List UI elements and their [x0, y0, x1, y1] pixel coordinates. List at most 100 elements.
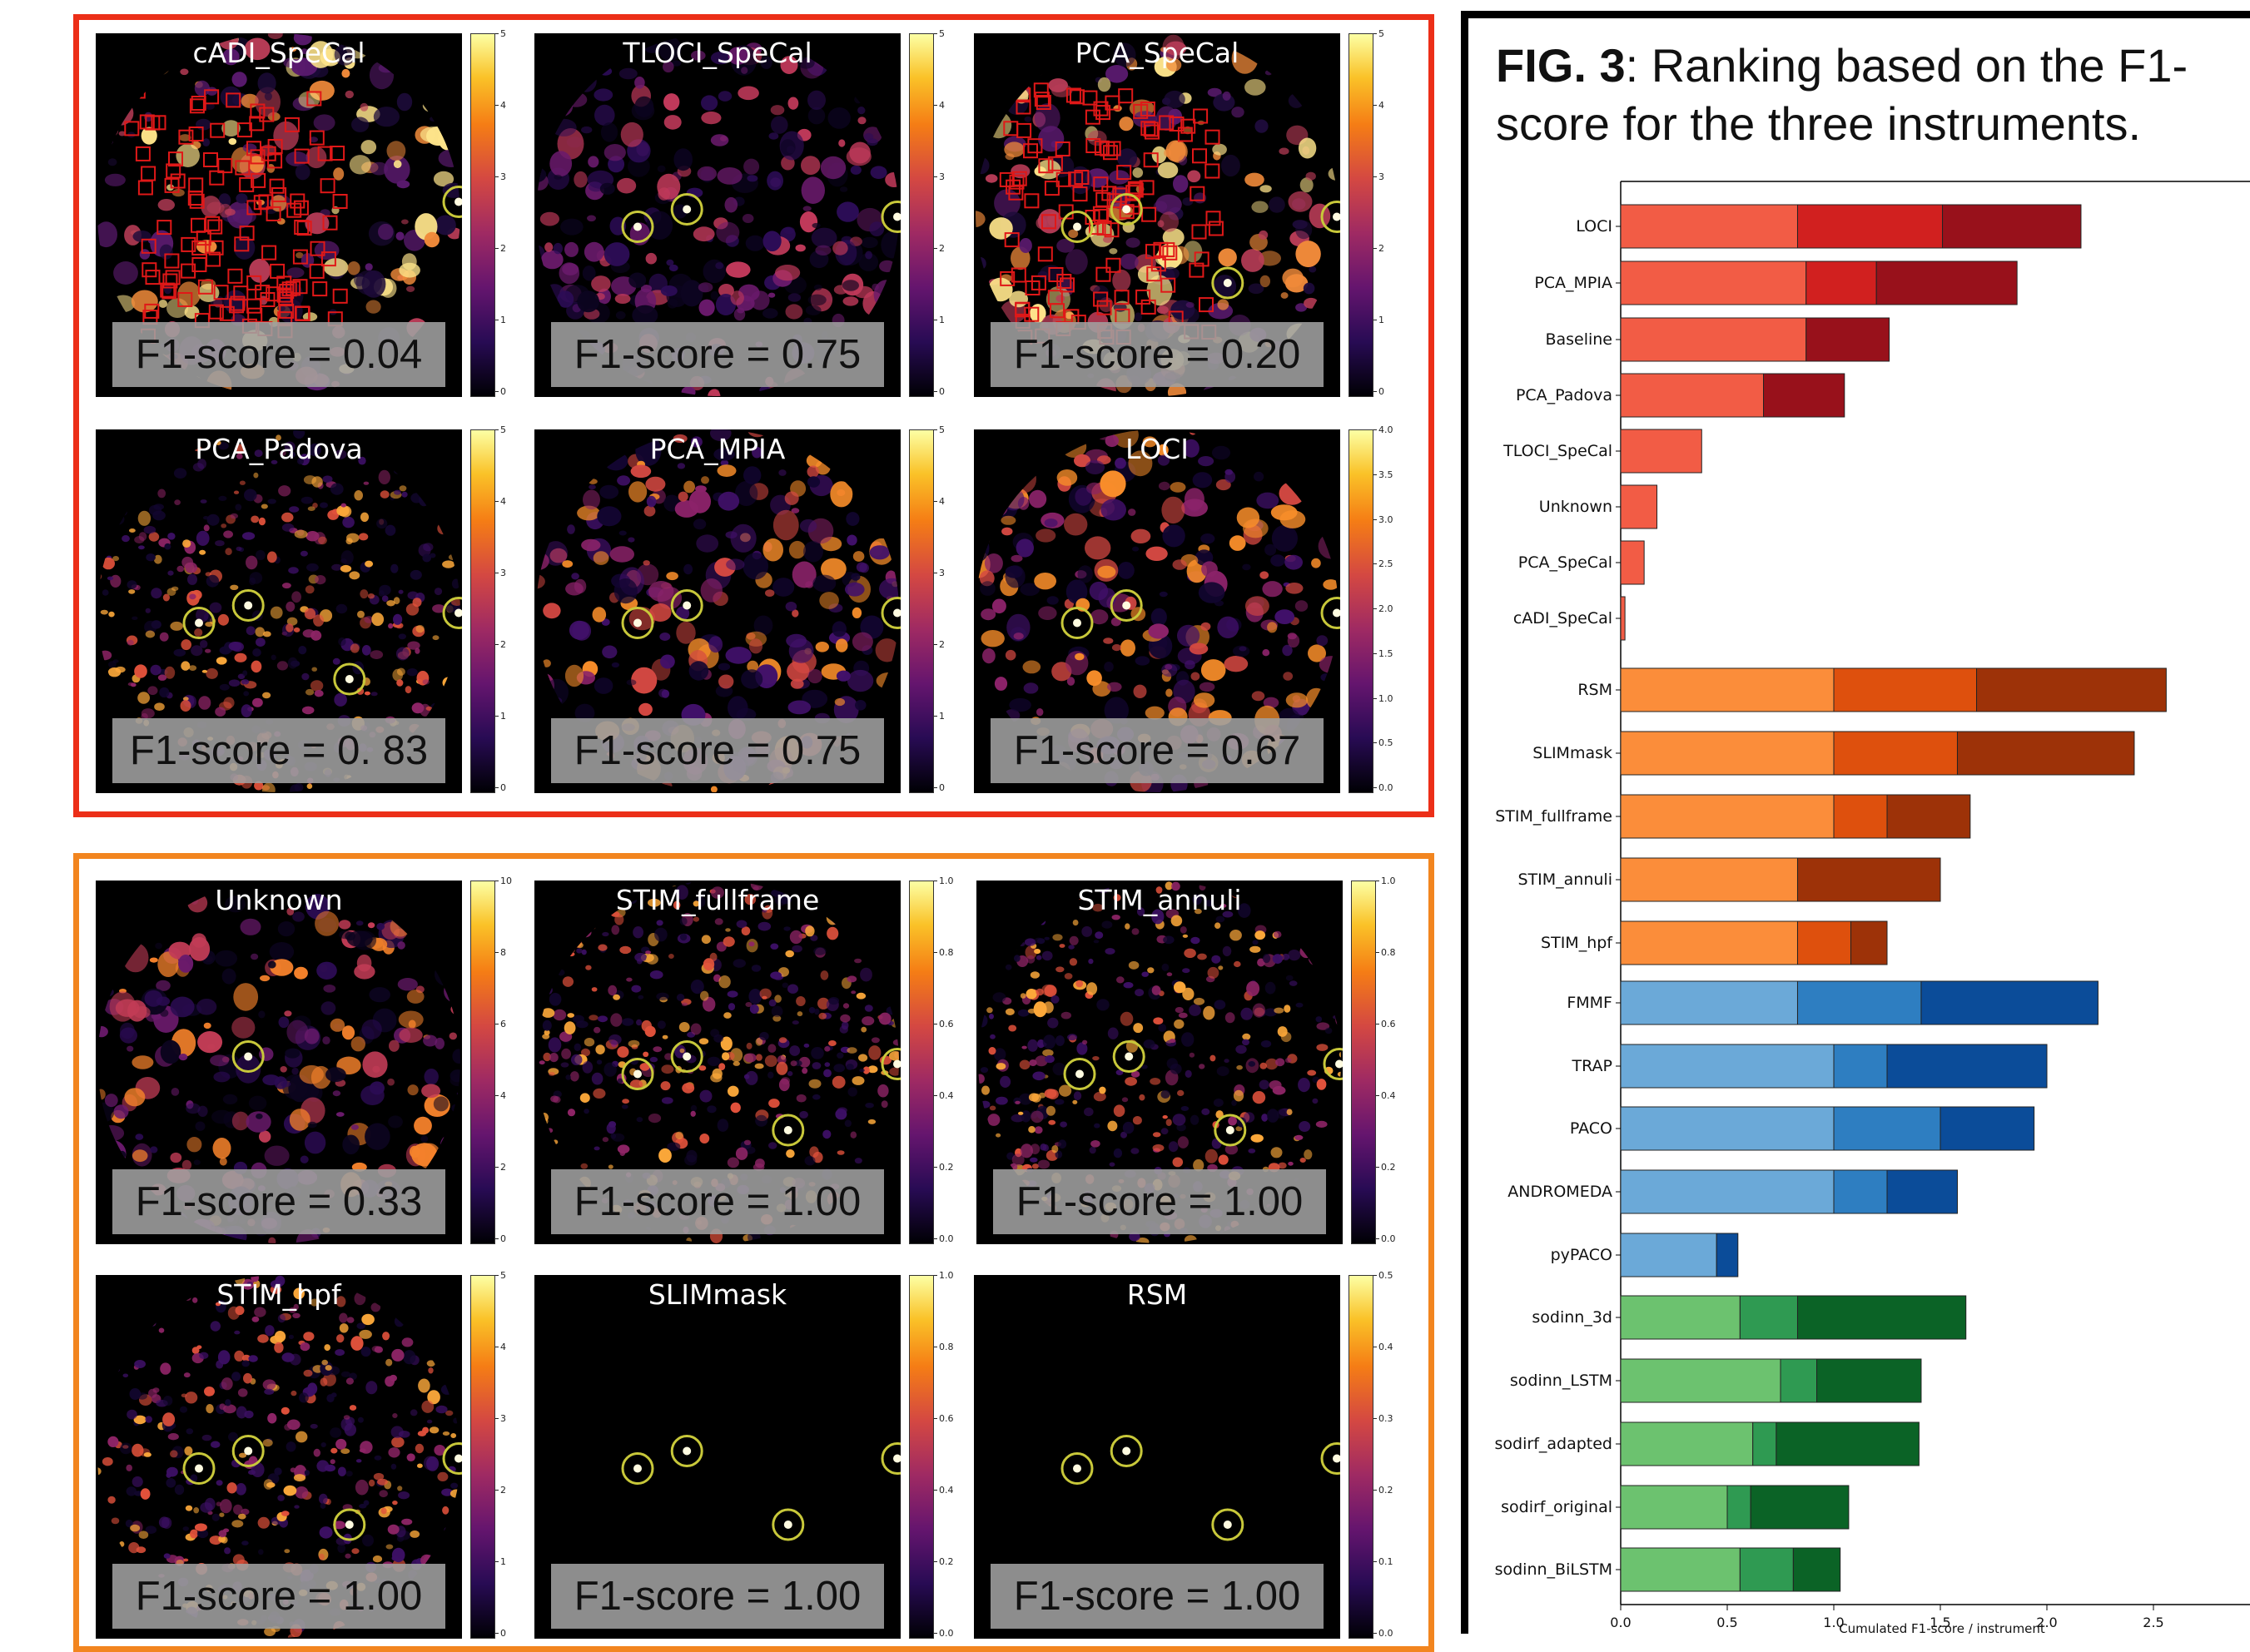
candidate-circle	[670, 1435, 703, 1467]
source-dot	[1125, 1052, 1134, 1061]
bar-segment	[1620, 1106, 1835, 1151]
candidate-circle	[1112, 1040, 1145, 1073]
colorbar-tick: 2	[1373, 243, 1384, 254]
bar-segment	[1620, 857, 1798, 902]
x-axis-label: Cumulated F1-score / instrument	[1839, 1621, 2045, 1634]
chart-frame	[1461, 11, 2250, 1634]
source-dot	[454, 197, 462, 206]
candidate-circle	[621, 607, 654, 639]
source-dot	[683, 1446, 692, 1456]
bar-segment	[1716, 1233, 1739, 1277]
x-tick-label: 1.5	[1930, 1615, 1950, 1630]
image-panel-pca_padova: PCA_Padova F1-score = 0. 83	[96, 429, 462, 793]
source-dot	[893, 1059, 901, 1069]
colorbar-tick: 2.0	[1373, 603, 1393, 614]
bar-segment	[1620, 794, 1835, 839]
colorbar-tick: 2.5	[1373, 558, 1393, 570]
group-red-frame	[73, 14, 1434, 817]
bar-segment	[1956, 731, 2135, 776]
bar-segment	[1833, 731, 1958, 776]
colorbar-tick: 0.0	[1376, 1233, 1396, 1244]
panel-title: SLIMmask	[648, 1278, 787, 1311]
y-tick-label: cADI_SpeCal	[1513, 609, 1612, 628]
colorbar	[1351, 881, 1376, 1244]
colorbar-tick: 0.6	[934, 1019, 954, 1029]
colorbar-tick: 4	[495, 100, 506, 111]
candidate-circle	[621, 211, 654, 243]
source-dot	[633, 618, 642, 628]
panel-title: PCA_Padova	[195, 433, 363, 465]
f1-score-label: F1-score = 0.75	[551, 322, 884, 387]
bar-segment	[1620, 429, 1702, 474]
colorbar-tick: 0.2	[1373, 1485, 1393, 1496]
source-dot	[1073, 1464, 1081, 1473]
source-dot	[893, 1454, 901, 1463]
candidate-circle	[182, 607, 216, 639]
colorbar-tick: 1	[1373, 315, 1384, 325]
colorbar-tick: 2	[934, 639, 945, 650]
source-dot	[683, 1052, 692, 1061]
panel-title: RSM	[1126, 1278, 1188, 1311]
colorbar-tick: 0	[1373, 386, 1384, 397]
colorbar-tick: 1	[495, 1556, 506, 1567]
colorbar-tick: 2	[495, 1162, 506, 1173]
bar-segment	[1620, 373, 1765, 418]
candidate-circle	[1320, 597, 1340, 629]
bar-segment	[1776, 1421, 1920, 1466]
bar-segment	[1942, 204, 2082, 249]
y-tick-label: LOCI	[1576, 217, 1612, 236]
panel-image	[621, 1435, 901, 1541]
bar-segment	[1850, 920, 1888, 965]
panel-title: PCA_MPIA	[649, 433, 786, 465]
colorbar-tick: 3	[495, 568, 506, 578]
candidate-circle	[1063, 1058, 1096, 1090]
ranking-bar-chart: LOCI PCA_MPIA Baseline PCA_Padova TLOCI_SpeC…	[1495, 181, 2250, 1634]
source-dot	[1122, 205, 1131, 214]
bar-segment	[1940, 1106, 2035, 1151]
y-tick-label: sodirf_adapted	[1495, 1435, 1612, 1453]
colorbar-tick: 4	[495, 1090, 506, 1101]
y-tick-label: sodirf_original	[1501, 1498, 1612, 1516]
bar-segment	[1816, 1358, 1922, 1403]
y-tick-label: SLIMmask	[1532, 744, 1612, 762]
panel-title: cADI_SpeCal	[192, 37, 365, 69]
source-dot	[454, 1454, 462, 1463]
source-dot	[244, 601, 253, 610]
bar-segment	[1792, 1547, 1841, 1592]
colorbar-tick: 0.5	[1373, 737, 1393, 749]
bar-segment	[1780, 1358, 1818, 1403]
colorbar-tick: 3	[1373, 171, 1384, 182]
f1-score-label: F1-score = 0.33	[112, 1169, 445, 1234]
candidate-circle	[182, 1452, 216, 1485]
colorbar-tick: 0.4	[934, 1090, 954, 1101]
y-tick-label: STIM_annuli	[1518, 871, 1613, 889]
colorbar	[470, 33, 495, 397]
bar-segment	[1620, 540, 1645, 585]
bar-segment	[1920, 980, 2099, 1025]
bar-segment	[1726, 1485, 1751, 1530]
colorbar	[1349, 33, 1373, 397]
source-dot	[454, 608, 462, 618]
candidate-circle	[333, 1508, 366, 1541]
source-dot	[1333, 608, 1340, 618]
bar-segment	[1620, 1169, 1835, 1214]
image-panel-pca_specal: PCA_SpeCal F1-score = 0.20	[974, 33, 1340, 397]
colorbar-tick: 2	[495, 1485, 506, 1496]
y-tick-label: PCA_Padova	[1516, 386, 1612, 404]
bar-segment	[1886, 1044, 2048, 1089]
colorbar-tick: 4	[495, 1342, 506, 1352]
colorbar-tick: 2	[934, 243, 945, 254]
colorbar-tick: 0.8	[934, 1342, 954, 1352]
candidate-circle	[442, 186, 462, 218]
bar-segment	[1833, 794, 1888, 839]
candidate-circle	[881, 597, 901, 629]
colorbar	[470, 881, 495, 1244]
source-dot	[1225, 1126, 1234, 1134]
bar-segment	[1620, 1547, 1741, 1592]
bar-segment	[1805, 317, 1890, 362]
source-dot	[893, 608, 901, 618]
x-tick-label: 2.0	[2036, 1615, 2057, 1630]
colorbar-tick: 0	[934, 386, 945, 397]
colorbar-tick: 6	[495, 1019, 506, 1029]
candidate-circle	[442, 1442, 462, 1475]
